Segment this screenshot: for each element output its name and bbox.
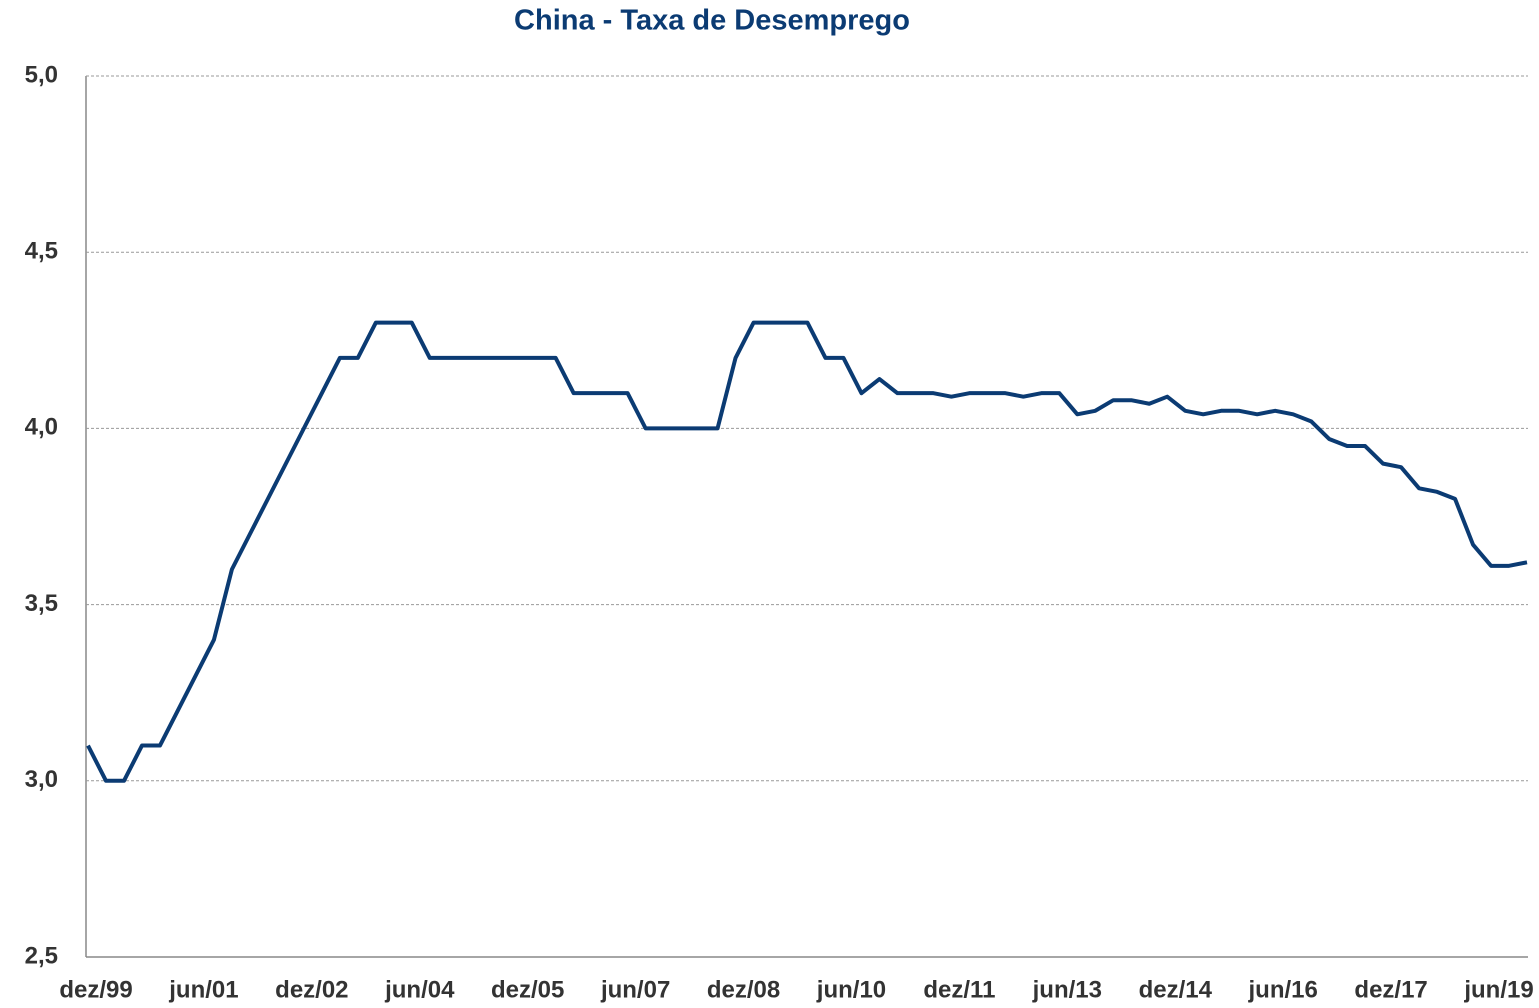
y-tick-label: 3,0: [25, 766, 58, 793]
x-tick-label: jun/19: [1463, 976, 1533, 1003]
y-tick-label: 2,5: [25, 942, 58, 969]
y-tick-label: 4,0: [25, 414, 58, 441]
x-tick-label: jun/13: [1032, 976, 1102, 1003]
x-tick-label: dez/05: [491, 976, 564, 1003]
x-tick-label: jun/01: [168, 976, 238, 1003]
x-tick-label: jun/04: [384, 976, 455, 1003]
y-tick-label: 3,5: [25, 590, 58, 617]
line: [86, 320, 1528, 783]
x-tick-label: jun/16: [1247, 976, 1317, 1003]
y-tick-label: 5,0: [25, 61, 58, 88]
x-tick-label: dez/14: [1139, 976, 1213, 1003]
x-tick-label: jun/07: [600, 976, 670, 1003]
x-tick-label: dez/02: [275, 976, 348, 1003]
x-tick-label: dez/11: [923, 976, 995, 1003]
x-tick-label: dez/08: [707, 976, 780, 1003]
chart-title: China - Taxa de Desemprego: [514, 5, 910, 37]
x-tick-label: dez/99: [59, 976, 132, 1003]
x-tick-label: jun/10: [816, 976, 886, 1003]
x-tick-label: dez/17: [1354, 976, 1427, 1003]
y-tick-label: 4,5: [25, 238, 58, 265]
